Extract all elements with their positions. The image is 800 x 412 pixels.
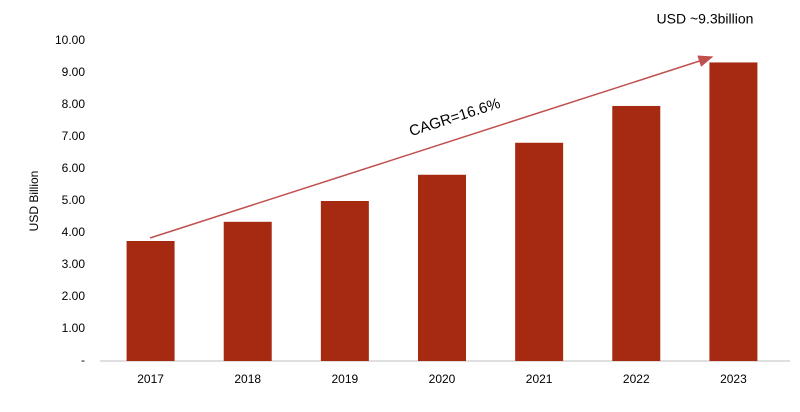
y-tick-label: 9.00 — [62, 65, 86, 79]
y-tick-label: 6.00 — [62, 161, 86, 175]
y-tick-label: 3.00 — [62, 257, 86, 271]
bar — [418, 174, 466, 361]
y-tick-label: 2.00 — [62, 289, 86, 303]
x-tick-label: 2018 — [234, 372, 261, 386]
bar — [515, 142, 564, 361]
y-tick-label: 1.00 — [62, 321, 86, 335]
y-axis-label: USD Billion — [27, 171, 41, 232]
x-tick-label: 2022 — [623, 372, 650, 386]
bar — [612, 105, 661, 362]
y-tick-label: 8.00 — [62, 97, 86, 111]
x-tick-label: 2019 — [332, 372, 359, 386]
x-tick-label: 2017 — [137, 372, 164, 386]
bar — [126, 241, 175, 361]
x-tick-label: 2023 — [720, 372, 747, 386]
bar — [709, 62, 758, 361]
y-tick-label: 5.00 — [62, 193, 86, 207]
trend-arrow — [149, 55, 714, 239]
y-tick-label: - — [81, 353, 85, 367]
x-tick-label: 2021 — [526, 372, 553, 386]
y-tick-label: 4.00 — [62, 225, 86, 239]
y-tick-label: 7.00 — [62, 129, 86, 143]
total-annotation: USD ~9.3billion — [657, 11, 754, 27]
cagr-annotation: CAGR=16.6% — [407, 95, 502, 140]
bar — [320, 201, 369, 361]
y-tick-label: 10.00 — [55, 33, 85, 47]
bar — [223, 221, 272, 361]
x-tick-label: 2020 — [429, 372, 456, 386]
